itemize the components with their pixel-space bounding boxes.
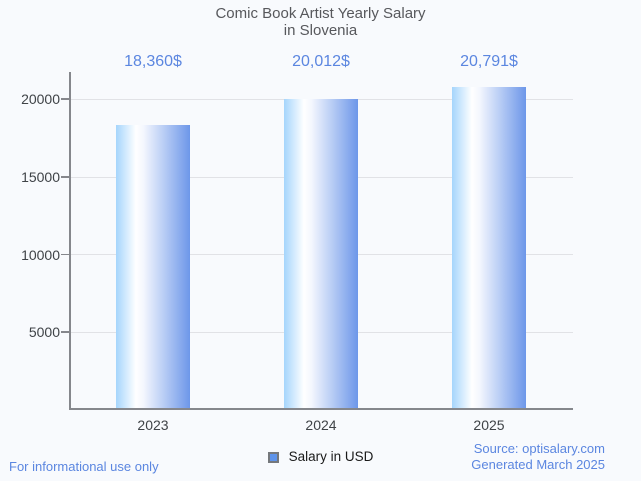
y-tick-label: 20000 — [21, 91, 60, 108]
y-axis-line — [69, 72, 71, 410]
bar-2025[interactable] — [452, 87, 526, 410]
footer-source: Source: optisalary.com Generated March 2… — [471, 441, 605, 473]
legend-marker-icon — [267, 451, 279, 463]
x-tick-label-2025: 2025 — [473, 417, 505, 433]
chart-title-line-1: Comic Book Artist Yearly Salary — [215, 5, 426, 22]
y-axis-tick — [61, 98, 69, 100]
legend-label: Salary in USD — [288, 449, 374, 464]
y-tick-label: 10000 — [21, 246, 60, 263]
x-tick-label-2023: 2023 — [137, 417, 169, 433]
x-axis-labels: 2023 2024 2025 — [69, 416, 573, 434]
legend: Salary in USD — [0, 449, 641, 465]
y-tick-label: 5000 — [28, 324, 60, 341]
bar-value-labels: 18,360$ 20,012$ 20,791$ — [69, 52, 573, 72]
x-axis-line — [69, 408, 573, 410]
chart-title-line-2: in Slovenia — [283, 22, 358, 39]
y-axis-tick — [61, 253, 69, 256]
y-tick-label: 15000 — [21, 169, 60, 186]
bar-2024[interactable] — [284, 99, 358, 410]
x-tick-label-2024: 2024 — [305, 417, 337, 433]
footer-source-line-1: Source: optisalary.com — [473, 441, 605, 456]
plot-area: 5000 10000 15000 20000 — [21, 72, 573, 410]
y-axis-tick — [61, 176, 69, 178]
bar-value-label-2023: 18,360$ — [124, 53, 182, 70]
footer-source-line-2: Generated March 2025 — [471, 457, 605, 472]
bar-2023[interactable] — [116, 124, 190, 410]
chart-title: Comic Book Artist Yearly Salary in Slove… — [0, 5, 641, 39]
bar-value-label-2024: 20,012$ — [292, 53, 350, 70]
y-axis-tick — [61, 331, 69, 333]
bar-value-label-2025: 20,791$ — [460, 53, 518, 70]
footer-note: For informational use only — [9, 459, 159, 474]
